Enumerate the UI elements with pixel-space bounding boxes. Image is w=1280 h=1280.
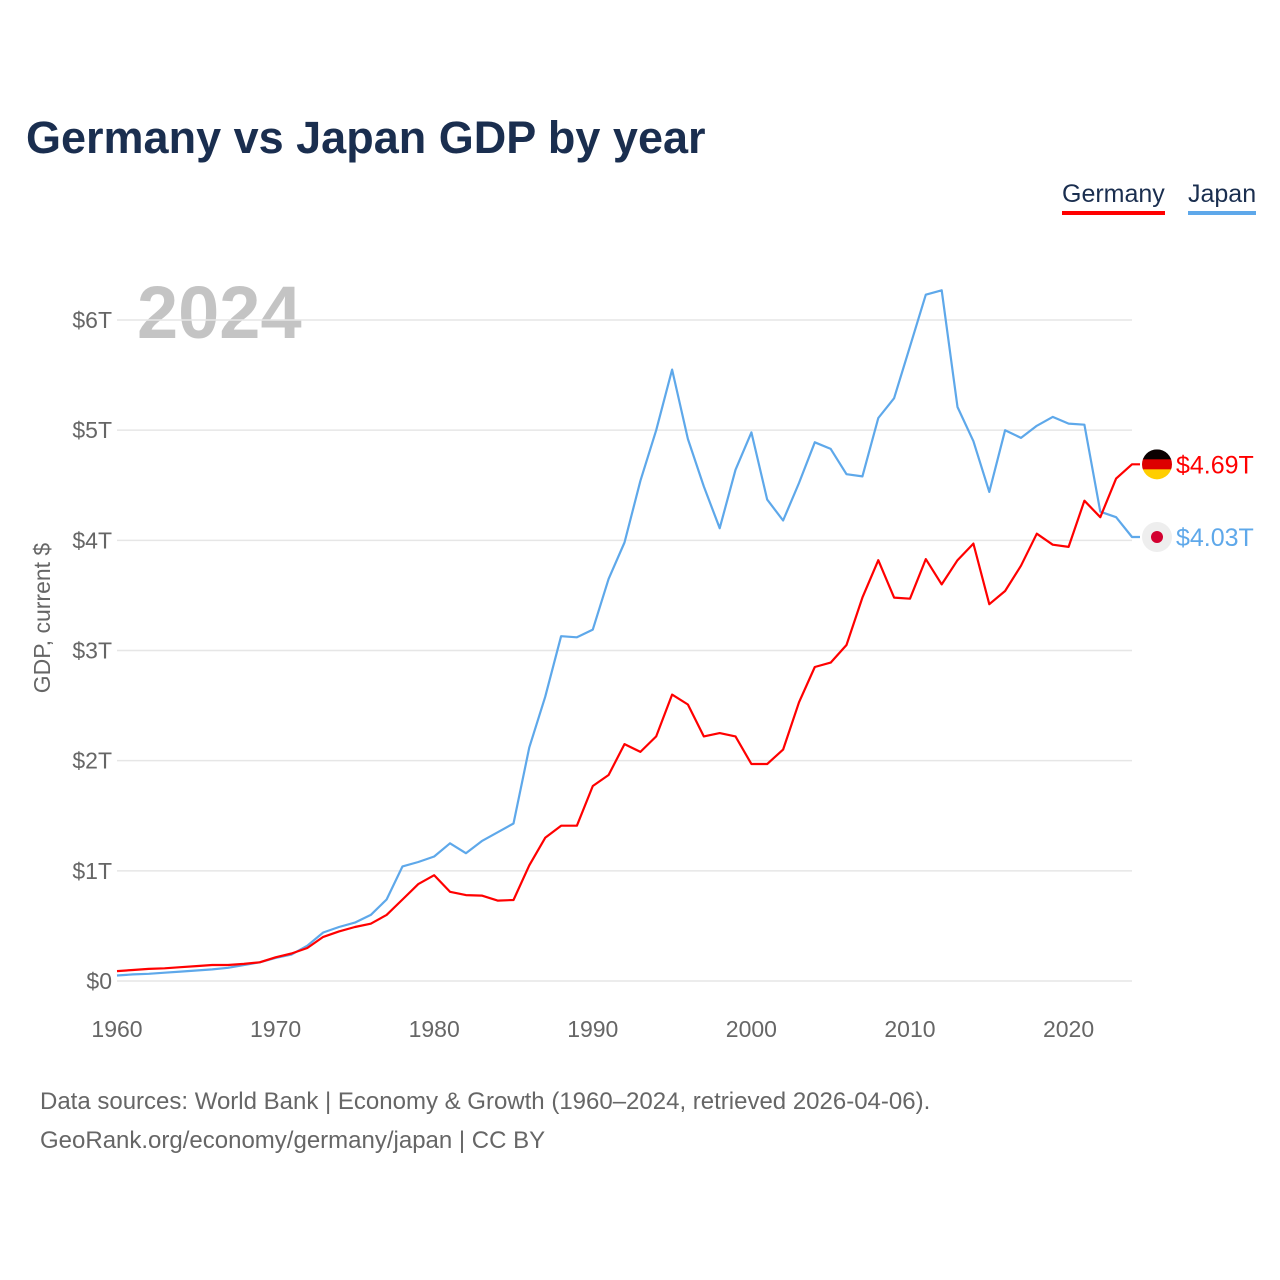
x-tick-label: 2020 (1043, 1016, 1094, 1042)
y-tick-label: $0 (86, 968, 112, 994)
germany-end-label: $4.69T (1176, 451, 1254, 479)
japan-flag-disc-icon (1151, 531, 1163, 544)
x-tick-label: 1980 (409, 1016, 460, 1042)
x-tick-label: 2000 (726, 1016, 777, 1042)
x-tick-label: 1970 (250, 1016, 301, 1042)
series-line-japan (116, 289, 1140, 977)
x-tick-label: 1960 (91, 1016, 142, 1042)
y-tick-label: $4T (72, 527, 112, 553)
y-tick-label: $2T (72, 748, 112, 774)
japan-end-label: $4.03T (1176, 524, 1254, 552)
y-tick-label: $1T (72, 858, 112, 884)
series-line-germany (116, 463, 1140, 973)
x-tick-label: 1990 (567, 1016, 618, 1042)
source-line-2[interactable]: GeoRank.org/economy/germany/japan | CC B… (40, 1127, 546, 1154)
source-line-1: Data sources: World Bank | Economy & Gro… (40, 1088, 931, 1115)
legend-germany[interactable]: Germany (1062, 180, 1165, 215)
y-tick-label: $3T (72, 638, 112, 664)
y-tick-label: $5T (72, 417, 112, 443)
x-tick-label: 2010 (884, 1016, 935, 1042)
germany-flag-icon (1142, 449, 1172, 480)
legend-japan[interactable]: Japan (1188, 180, 1257, 215)
year-label: 2024 (137, 271, 302, 354)
chart-title: Germany vs Japan GDP by year (26, 112, 706, 163)
y-axis-label: GDP, current $ (29, 543, 55, 694)
y-tick-label: $6T (72, 307, 112, 333)
source-note: Data sources: World Bank | Economy & Gro… (40, 1082, 930, 1160)
